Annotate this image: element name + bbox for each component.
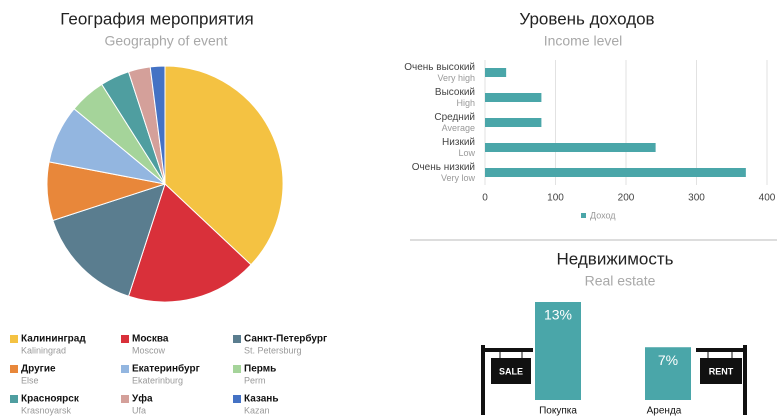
y-tick-label: Очень низкий — [412, 162, 475, 173]
legend-label: Доход — [590, 210, 616, 220]
sale-sign — [481, 345, 533, 415]
pie-slice — [52, 183, 166, 297]
legend-label: Казань — [244, 394, 279, 405]
value-label: 7% — [658, 352, 678, 368]
x-tick-label: 200 — [618, 193, 635, 204]
bar — [485, 118, 542, 127]
chart-title: География мероприятия — [60, 9, 253, 28]
bar — [535, 302, 581, 400]
pie-slice — [149, 65, 166, 185]
legend-swatch — [121, 395, 129, 403]
x-tick-label: Аренда — [647, 406, 682, 417]
x-tick-label: 100 — [547, 193, 564, 204]
legend-label: Другие — [21, 364, 56, 375]
legend-label: Уфа — [132, 393, 153, 405]
chart-subtitle: Income level — [544, 33, 623, 49]
pie-slice — [127, 183, 252, 303]
legend-swatch — [10, 395, 18, 403]
y-tick-label: Очень высокий — [404, 62, 475, 73]
legend-sublabel: Krasnoyarsk — [21, 405, 72, 415]
bar — [485, 93, 542, 102]
y-tick-label: Высокий — [435, 87, 475, 98]
x-tick-label: Покупка — [539, 406, 577, 417]
chart-title: Недвижимость — [557, 249, 674, 268]
legend-sublabel: Ufa — [132, 405, 146, 415]
x-tick-label: 400 — [759, 193, 776, 204]
legend-label: Екатеринбург — [132, 363, 200, 375]
rent-sign — [696, 345, 747, 415]
legend-label: Красноярск — [21, 394, 80, 405]
legend-swatch — [233, 335, 241, 343]
legend-swatch — [121, 365, 129, 373]
y-tick-sublabel: Low — [458, 148, 475, 158]
legend-swatch — [121, 335, 129, 343]
legend-sublabel: Kaliningrad — [21, 345, 66, 355]
sign-text: RENT — [709, 366, 734, 376]
legend-label: Пермь — [244, 364, 276, 375]
legend-sublabel: St. Petersburg — [244, 345, 302, 355]
y-tick-label: Средний — [434, 112, 475, 123]
legend-swatch — [233, 395, 241, 403]
legend-sublabel: Perm — [244, 375, 266, 385]
legend-sublabel: Ekaterinburg — [132, 375, 183, 385]
bar — [645, 347, 691, 400]
legend-swatch — [233, 365, 241, 373]
legend-label: Калининград — [21, 334, 86, 345]
y-tick-sublabel: High — [456, 98, 475, 108]
y-tick-label: Низкий — [442, 137, 475, 148]
sign-text: SALE — [499, 366, 523, 376]
chart-subtitle: Geography of event — [105, 33, 228, 49]
legend-sublabel: Moscow — [132, 345, 166, 355]
value-label: 13% — [544, 307, 572, 323]
y-tick-sublabel: Average — [442, 123, 475, 133]
chart-title: Уровень доходов — [519, 9, 654, 28]
bar — [485, 68, 507, 77]
legend-label: Москва — [132, 334, 169, 345]
x-tick-label: 300 — [688, 193, 705, 204]
legend-label: Санкт-Петербург — [244, 333, 327, 345]
y-tick-sublabel: Very low — [441, 173, 476, 183]
legend-sublabel: Else — [21, 375, 39, 385]
y-tick-sublabel: Very high — [437, 73, 475, 83]
bar — [485, 168, 746, 177]
x-tick-label: 0 — [482, 193, 488, 204]
legend-swatch — [581, 213, 586, 218]
legend-swatch — [10, 365, 18, 373]
legend-sublabel: Kazan — [244, 405, 270, 415]
bar — [485, 143, 656, 152]
legend-swatch — [10, 335, 18, 343]
pie-slice — [164, 65, 284, 266]
chart-subtitle: Real estate — [585, 273, 656, 289]
